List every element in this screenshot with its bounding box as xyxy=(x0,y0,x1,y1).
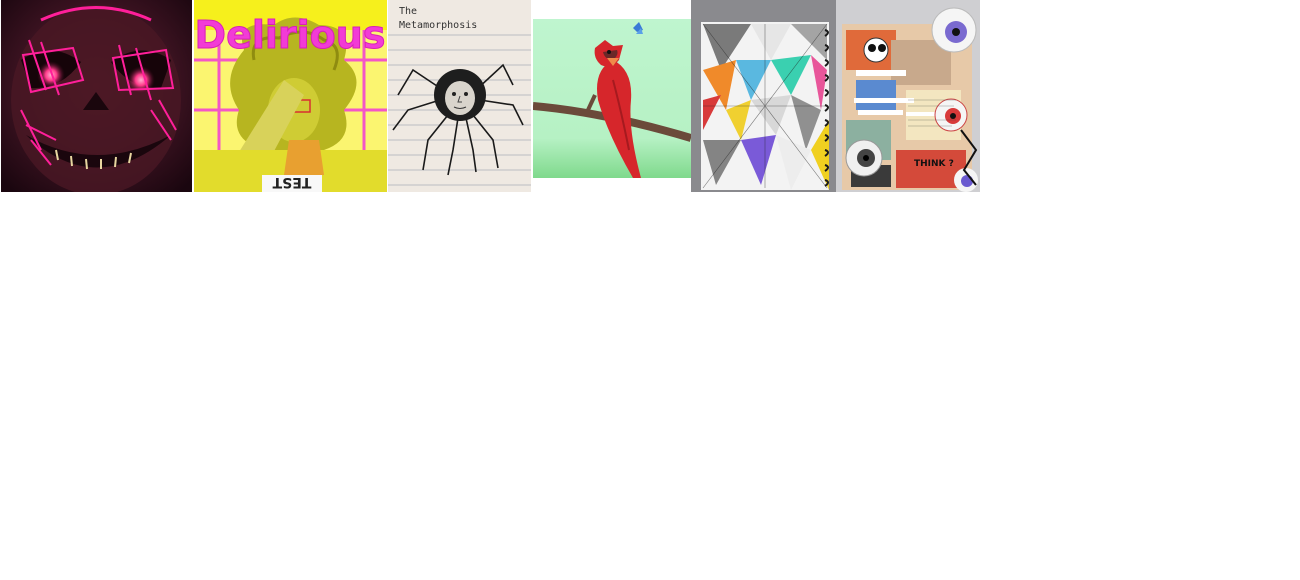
cardinal-artwork xyxy=(533,0,691,192)
metamorphosis-title-line-2: Metamorphosis xyxy=(399,20,477,31)
delirious-artwork: TEST Delirious xyxy=(194,0,387,192)
metamorphosis-artwork: The Metamorphosis xyxy=(388,0,531,192)
artwork-gallery-strip: TEST Delirious The Metamorphosis xyxy=(0,0,980,192)
delirious-title: Delirious xyxy=(195,13,386,57)
gallery-thumbnail-delirious[interactable]: TEST Delirious xyxy=(194,0,387,192)
skull-artwork xyxy=(1,0,192,192)
metamorphosis-title-line-1: The xyxy=(399,6,417,17)
test-label: TEST xyxy=(272,174,311,190)
gallery-thumbnail-metamorphosis[interactable]: The Metamorphosis xyxy=(388,0,531,192)
geometric-artwork xyxy=(691,0,836,192)
eyeball-cluster xyxy=(845,7,978,192)
eyeball-collage-artwork: THINK ? xyxy=(836,0,980,192)
gallery-thumbnail-geometric-sketchbook[interactable] xyxy=(691,0,836,192)
paper-label: TEST xyxy=(272,174,311,190)
collage-snippet-text: THINK ? xyxy=(914,159,954,169)
gallery-thumbnail-skull[interactable] xyxy=(1,0,192,192)
gallery-thumbnail-eyeball-collage[interactable]: THINK ? xyxy=(836,0,980,192)
gallery-thumbnail-cardinal[interactable] xyxy=(533,0,691,192)
